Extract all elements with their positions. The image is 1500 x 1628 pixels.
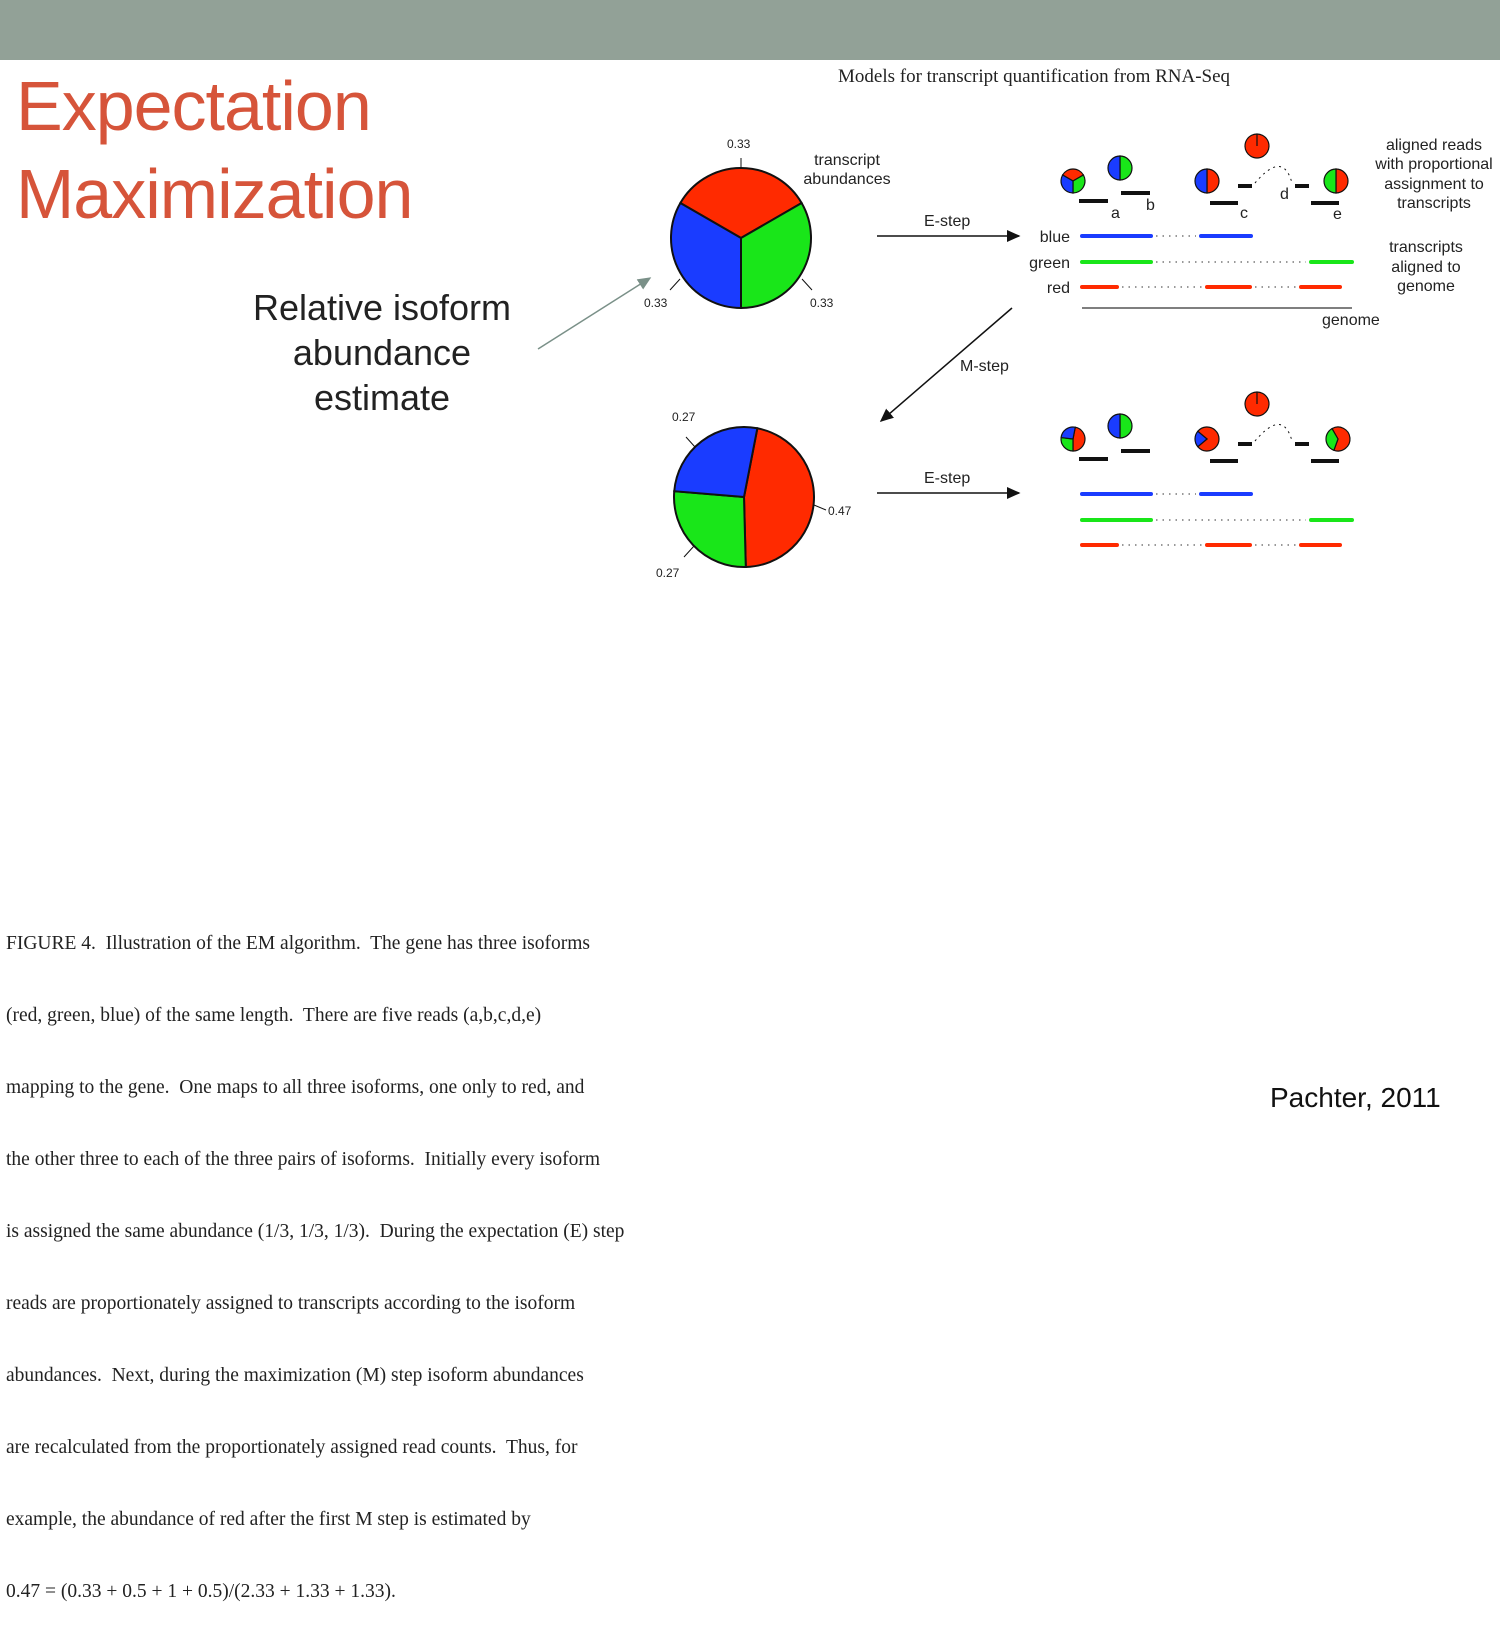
- figure-caption: FIGURE 4. Illustration of the EM algorit…: [6, 884, 624, 1628]
- read-c-slice-blue: [1194, 168, 1208, 194]
- read-c-slice-red: [1206, 168, 1220, 194]
- pie2-label-green: 0.27: [656, 566, 680, 580]
- title-line: Maximization: [16, 155, 413, 233]
- annotation-note: Relative isoform abundance estimate: [232, 285, 532, 420]
- read-label-e: e: [1333, 206, 1342, 223]
- title-line: Expectation: [16, 67, 372, 145]
- transcript-label-green: green: [1029, 255, 1070, 272]
- pie1-slice-blue: [670, 201, 742, 310]
- reads-panel-1: [1060, 133, 1354, 289]
- pie-initial-abundances: [670, 167, 812, 310]
- pie2-slice-red: [742, 427, 815, 569]
- read-a-slice-green: [1060, 436, 1074, 452]
- read-e-slice-green: [1323, 168, 1337, 194]
- read-e-slice-red: [1335, 168, 1349, 194]
- read-c-slice-red: [1196, 426, 1220, 452]
- pie1-caption: abundances: [803, 171, 890, 188]
- read-gap: [1254, 424, 1293, 442]
- read-label-c: c: [1240, 205, 1248, 222]
- legend-transcripts-aligned: genome: [1397, 278, 1455, 295]
- read-b-slice-blue: [1107, 155, 1121, 181]
- reads-panel-2: [1060, 391, 1354, 547]
- legend-aligned-reads: transcripts: [1397, 195, 1471, 212]
- transcript-label-red: red: [1047, 280, 1070, 297]
- caption-line: (red, green, blue) of the same length. T…: [6, 1005, 542, 1026]
- caption-line: abundances. Next, during the maximizatio…: [6, 1365, 584, 1386]
- read-d-slice-red: [1244, 133, 1270, 159]
- pie-updated-abundances: [673, 426, 815, 569]
- read-c-slice-blue: [1194, 430, 1208, 448]
- legend-aligned-reads: with proportional: [1374, 156, 1492, 173]
- pie2-label-red: 0.47: [828, 504, 852, 518]
- tick: [669, 278, 681, 291]
- read-d-slice-red: [1244, 391, 1270, 417]
- read-label-a: a: [1111, 205, 1120, 222]
- pie1-label-red: 0.33: [727, 137, 751, 151]
- read-b-slice-green: [1119, 413, 1133, 439]
- note-line: abundance: [292, 332, 472, 373]
- pie2-slice-green: [673, 490, 747, 568]
- pie2-slice-blue: [673, 426, 759, 499]
- legend-transcripts-aligned: transcripts: [1389, 239, 1463, 256]
- read-gap: [1254, 166, 1293, 184]
- caption-line: FIGURE 4. Illustration of the EM algorit…: [6, 933, 590, 954]
- read-label-d: d: [1280, 186, 1289, 203]
- caption-line: is assigned the same abundance (1/3, 1/3…: [6, 1221, 625, 1242]
- tick: [801, 278, 813, 291]
- annotation-arrow: [537, 277, 652, 350]
- note-line: estimate: [313, 377, 451, 418]
- slide-header-bar: [0, 0, 1500, 60]
- read-a-slice-blue: [1060, 174, 1074, 194]
- pie1-label-blue: 0.33: [644, 296, 668, 310]
- read-label-b: b: [1146, 197, 1155, 214]
- read-a-slice-blue: [1060, 426, 1076, 440]
- estep-label-2: E-step: [924, 470, 970, 487]
- genome-label: genome: [1322, 312, 1380, 329]
- tick: [813, 504, 827, 511]
- tick: [683, 545, 695, 558]
- pie2-label-blue: 0.27: [672, 410, 696, 424]
- em-figure: Models for transcript quantification fro…: [537, 66, 1493, 580]
- caption-line: 0.47 = (0.33 + 0.5 + 1 + 0.5)/(2.33 + 1.…: [6, 1581, 396, 1602]
- tick: [685, 436, 696, 448]
- read-b-slice-green: [1119, 155, 1133, 181]
- caption-line: the other three to each of the three pai…: [6, 1149, 601, 1170]
- caption-line: reads are proportionately assigned to tr…: [6, 1293, 576, 1314]
- estep-label: E-step: [924, 213, 970, 230]
- slide-title: Expectation Maximization: [16, 62, 413, 238]
- read-a-slice-red: [1072, 426, 1086, 452]
- pie1-label-green: 0.33: [810, 296, 834, 310]
- read-e-slice-red: [1331, 426, 1351, 452]
- mstep-arrow: [879, 307, 1013, 422]
- pie1-caption: transcript: [814, 152, 880, 169]
- mstep-label: M-step: [960, 358, 1009, 375]
- legend-transcripts-aligned: aligned to: [1391, 259, 1460, 276]
- transcript-label-blue: blue: [1040, 229, 1070, 246]
- pie1-slice-green: [740, 201, 812, 310]
- read-b-slice-blue: [1107, 413, 1121, 439]
- caption-line: example, the abundance of red after the …: [6, 1509, 531, 1530]
- legend-aligned-reads: assignment to: [1384, 176, 1484, 193]
- figure-title: Models for transcript quantification fro…: [838, 66, 1231, 87]
- citation: Pachter, 2011: [1270, 1082, 1441, 1113]
- legend-aligned-reads: aligned reads: [1386, 137, 1482, 154]
- caption-line: are recalculated from the proportionatel…: [6, 1437, 578, 1458]
- note-line: Relative isoform: [252, 287, 512, 328]
- read-e-slice-green: [1325, 427, 1339, 452]
- caption-line: mapping to the gene. One maps to all thr…: [6, 1077, 585, 1098]
